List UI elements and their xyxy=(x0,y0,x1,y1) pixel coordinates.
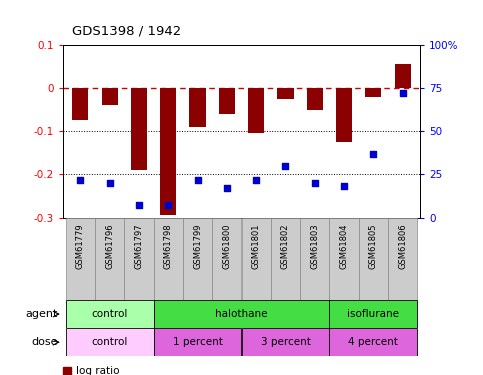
Point xyxy=(311,180,319,186)
Bar xyxy=(72,88,88,120)
Bar xyxy=(154,328,242,356)
Bar xyxy=(359,217,388,300)
Bar xyxy=(189,88,206,127)
Text: control: control xyxy=(91,309,128,319)
Bar xyxy=(95,217,124,300)
Bar xyxy=(300,217,329,300)
Text: GSM61779: GSM61779 xyxy=(76,223,85,269)
Text: dose: dose xyxy=(31,337,58,347)
Bar xyxy=(329,217,359,300)
Bar xyxy=(66,217,95,300)
Point xyxy=(135,202,143,208)
Bar xyxy=(212,217,242,300)
Text: isoflurane: isoflurane xyxy=(347,309,399,319)
Bar xyxy=(248,88,264,134)
Bar xyxy=(183,217,212,300)
Bar xyxy=(101,88,118,105)
Bar xyxy=(131,88,147,170)
Point xyxy=(164,202,172,208)
Bar xyxy=(154,217,183,300)
Text: GSM61803: GSM61803 xyxy=(310,223,319,269)
Text: GSM61798: GSM61798 xyxy=(164,223,173,269)
Bar xyxy=(219,88,235,114)
Bar xyxy=(336,88,352,142)
Bar xyxy=(329,300,417,328)
Bar xyxy=(388,217,417,300)
Text: 4 percent: 4 percent xyxy=(348,337,398,347)
Text: agent: agent xyxy=(26,309,58,319)
Text: GSM61801: GSM61801 xyxy=(252,223,261,269)
Text: halothane: halothane xyxy=(215,309,268,319)
Bar xyxy=(277,88,294,99)
Point xyxy=(194,177,201,183)
Point xyxy=(106,180,114,186)
Bar xyxy=(160,88,176,215)
Text: GDS1398 / 1942: GDS1398 / 1942 xyxy=(72,24,182,38)
Text: GSM61804: GSM61804 xyxy=(340,223,349,269)
Bar xyxy=(307,88,323,110)
Text: 3 percent: 3 percent xyxy=(260,337,311,347)
Text: 1 percent: 1 percent xyxy=(172,337,223,347)
Text: control: control xyxy=(91,337,128,347)
Text: log ratio: log ratio xyxy=(76,366,120,375)
Bar xyxy=(271,217,300,300)
Bar xyxy=(365,88,382,97)
Text: GSM61799: GSM61799 xyxy=(193,223,202,269)
Bar xyxy=(395,64,411,88)
Text: GSM61797: GSM61797 xyxy=(134,223,143,269)
Point xyxy=(369,151,377,157)
Text: GSM61805: GSM61805 xyxy=(369,223,378,269)
Bar xyxy=(154,300,329,328)
Point xyxy=(252,177,260,183)
Text: GSM61802: GSM61802 xyxy=(281,223,290,269)
Point xyxy=(76,177,84,183)
Bar xyxy=(66,328,154,356)
Point xyxy=(340,183,348,189)
Text: GSM61796: GSM61796 xyxy=(105,223,114,269)
Text: GSM61800: GSM61800 xyxy=(222,223,231,269)
Text: GSM61806: GSM61806 xyxy=(398,223,407,269)
Bar xyxy=(242,217,271,300)
Bar xyxy=(329,328,417,356)
Bar xyxy=(242,328,329,356)
Point xyxy=(223,185,231,191)
Point xyxy=(282,163,289,169)
Point xyxy=(399,90,407,96)
Bar xyxy=(124,217,154,300)
Bar xyxy=(66,300,154,328)
